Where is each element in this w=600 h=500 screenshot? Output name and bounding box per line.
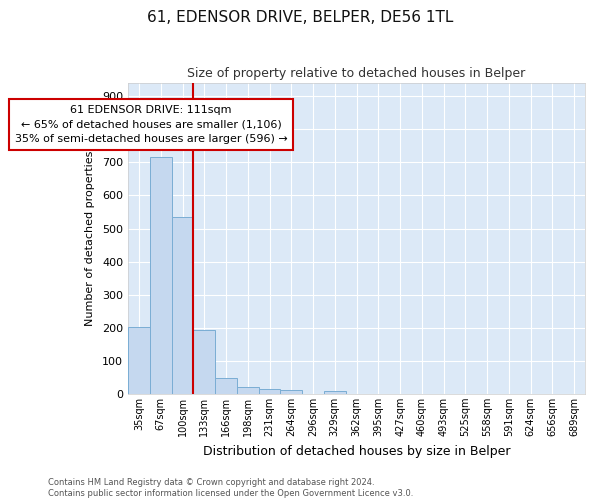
Bar — [237, 388, 259, 394]
Bar — [215, 378, 237, 394]
Y-axis label: Number of detached properties: Number of detached properties — [85, 151, 95, 326]
Bar — [259, 390, 280, 394]
Bar — [150, 157, 172, 394]
X-axis label: Distribution of detached houses by size in Belper: Distribution of detached houses by size … — [203, 444, 511, 458]
Bar — [280, 390, 302, 394]
Bar — [128, 328, 150, 394]
Bar — [324, 390, 346, 394]
Bar — [172, 217, 193, 394]
Bar — [193, 330, 215, 394]
Title: Size of property relative to detached houses in Belper: Size of property relative to detached ho… — [187, 68, 526, 80]
Text: Contains HM Land Registry data © Crown copyright and database right 2024.
Contai: Contains HM Land Registry data © Crown c… — [48, 478, 413, 498]
Text: 61 EDENSOR DRIVE: 111sqm
← 65% of detached houses are smaller (1,106)
35% of sem: 61 EDENSOR DRIVE: 111sqm ← 65% of detach… — [14, 104, 287, 144]
Text: 61, EDENSOR DRIVE, BELPER, DE56 1TL: 61, EDENSOR DRIVE, BELPER, DE56 1TL — [147, 10, 453, 25]
